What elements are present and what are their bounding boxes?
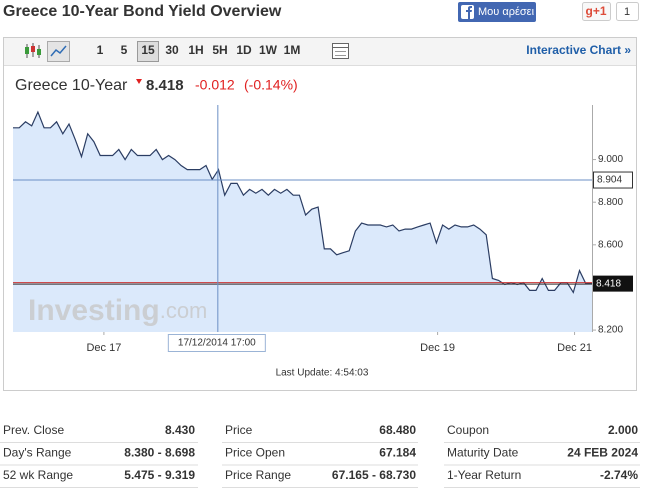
gplus-bg	[582, 2, 611, 21]
like-button[interactable]: Μου αρέσει	[458, 2, 536, 22]
crosshair-x-tag	[167, 334, 266, 352]
x-tick-label: Dec 21	[557, 342, 592, 354]
gplus-button[interactable]: g+1 1	[582, 2, 639, 21]
crosshair-x-label: 17/12/2014 17:00	[178, 338, 256, 349]
stat-label: 1-Year Return	[447, 468, 521, 482]
price-line	[13, 110, 592, 294]
stat-label: Price Open	[225, 446, 285, 460]
period-buttons: 1 5 15 30 1H 5H 1D 1W 1M	[97, 41, 301, 62]
gplus-count-bg	[616, 2, 639, 21]
stat-value: 68.480	[379, 423, 416, 437]
period-button[interactable]: 1M	[284, 43, 301, 57]
period-button[interactable]: 5	[121, 43, 128, 57]
period-button[interactable]: 1D	[236, 43, 252, 57]
y-tick-label: 8.200	[598, 325, 623, 336]
stat-value: 8.380 - 8.698	[124, 446, 195, 460]
candle-icon[interactable]	[25, 43, 41, 58]
stat-value: 2.000	[608, 423, 638, 437]
stat-value: 67.165 - 68.730	[332, 468, 416, 482]
watermark-part: Investing	[28, 294, 160, 327]
x-tick-label: Dec 17	[86, 342, 121, 354]
current-price-tag	[593, 275, 633, 292]
toolbar	[4, 38, 636, 65]
watermark-part: .com	[160, 298, 208, 323]
period-button[interactable]: 1	[97, 43, 104, 57]
interactive-chart-link[interactable]: Interactive Chart »	[526, 43, 631, 57]
stat-value: 67.184	[379, 446, 416, 460]
stat-label: Price Range	[225, 468, 291, 482]
period-button[interactable]: 1W	[259, 43, 278, 57]
stat-label: Prev. Close	[3, 423, 64, 437]
table-icon[interactable]	[332, 43, 349, 59]
line-icon[interactable]	[47, 41, 70, 62]
like-label: Μου αρέσει	[478, 6, 535, 18]
crosshair-y-label: 8.904	[597, 175, 622, 186]
stat-label: Coupon	[447, 423, 489, 437]
like-bg	[458, 2, 536, 22]
y-tick-label: 8.800	[598, 197, 623, 208]
stats-table: Prev. Close 8.430 Day's Range 8.380 - 8.698…	[0, 423, 640, 488]
stat-label: Maturity Date	[447, 446, 519, 460]
quote-name: Greece 10-Year	[15, 77, 128, 94]
stat-value: 24 FEB 2024	[567, 446, 638, 460]
quote-change-percent: (-0.14%)	[244, 77, 298, 93]
period-button[interactable]: 15	[141, 43, 155, 57]
crosshair-y-tag	[593, 171, 633, 189]
stat-value: -2.74%	[600, 468, 638, 482]
down-arrow	[136, 79, 142, 84]
plot: Investing.com 8.200 8.600 8.800 9.000 Dec 17 D…	[13, 105, 633, 354]
period-button[interactable]: 30	[165, 43, 179, 57]
period-active	[137, 41, 159, 62]
stat-label: 52 wk Range	[3, 468, 73, 482]
period-button[interactable]: 5H	[212, 43, 227, 57]
period-button[interactable]: 1H	[188, 43, 203, 57]
stat-value: 5.475 - 9.319	[124, 468, 195, 482]
fb-glyph	[466, 6, 472, 19]
y-tick-label: 8.600	[598, 239, 623, 250]
gplus-count: 1	[624, 6, 630, 18]
stat-value: 8.430	[165, 423, 195, 437]
y-tick-label: 9.000	[598, 154, 623, 165]
last-update: Last Update: 4:54:03	[276, 368, 369, 379]
quote-price: 8.418	[146, 77, 184, 94]
current-price-label: 8.418	[596, 278, 621, 289]
page-title: Greece 10-Year Bond Yield Overview	[3, 3, 282, 20]
area	[13, 112, 592, 332]
x-tick-label: Dec 19	[420, 342, 455, 354]
watermark: Investing.com	[28, 294, 207, 327]
quote-change: -0.012	[195, 77, 235, 93]
gplus-label: g+1	[585, 4, 606, 18]
stat-label: Price	[225, 423, 253, 437]
stat-label: Day's Range	[3, 446, 72, 460]
